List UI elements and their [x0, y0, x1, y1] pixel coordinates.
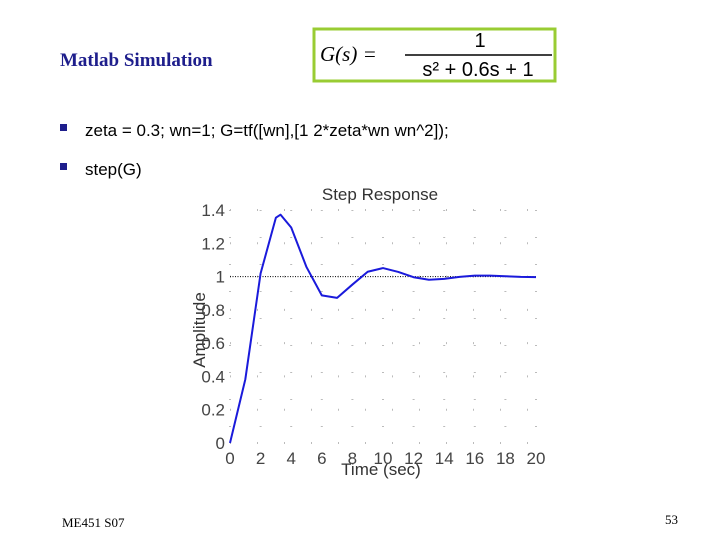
step-response-line	[229, 213, 537, 444]
formula-denominator: s² + 0.6s + 1	[422, 59, 533, 81]
formula-box	[312, 27, 557, 83]
x-tick-label: 20	[527, 449, 546, 468]
y-tick-label: 0.2	[201, 401, 225, 420]
formula-numerator: 1	[474, 30, 485, 52]
x-tick-label: 8	[348, 449, 357, 468]
x-tick-label: 0	[225, 449, 234, 468]
x-tick-label: 2	[256, 449, 265, 468]
chart-title: Step Response	[322, 185, 438, 204]
bullet-marker	[60, 163, 67, 170]
y-tick-label: 1	[216, 268, 225, 287]
x-tick-label: 14	[435, 449, 454, 468]
formula-lhs: G(s) =	[320, 42, 377, 66]
y-tick-label: 0.4	[201, 367, 225, 386]
bullet-text: step(G)	[85, 160, 142, 179]
bullet-marker	[60, 124, 67, 131]
chart: Step Response Time (sec) Amplitude 0 0.2 0…	[190, 185, 545, 479]
x-tick-label: 16	[465, 449, 484, 468]
x-axis-label: Time (sec)	[341, 460, 421, 479]
slide-title: Matlab Simulation	[60, 50, 213, 71]
y-tick-label: 0.6	[201, 334, 225, 353]
page-number: 53	[665, 512, 678, 527]
footer: ME451 S07	[62, 515, 125, 530]
y-tick-label: 0	[216, 434, 225, 453]
y-tick-label: 0.8	[201, 301, 225, 320]
x-tick-label: 12	[404, 449, 423, 468]
x-tick-label: 18	[496, 449, 515, 468]
x-tick-label: 6	[317, 449, 326, 468]
y-axis-label: Amplitude	[190, 292, 209, 368]
y-tick-label: 1.4	[201, 201, 225, 220]
x-tick-label: 10	[374, 449, 393, 468]
y-tick-label: 1.2	[201, 234, 225, 253]
x-tick-label: 4	[286, 449, 295, 468]
bullet-text: zeta = 0.3; wn=1; G=tf([wn],[1 2*zeta*wn…	[85, 121, 449, 140]
